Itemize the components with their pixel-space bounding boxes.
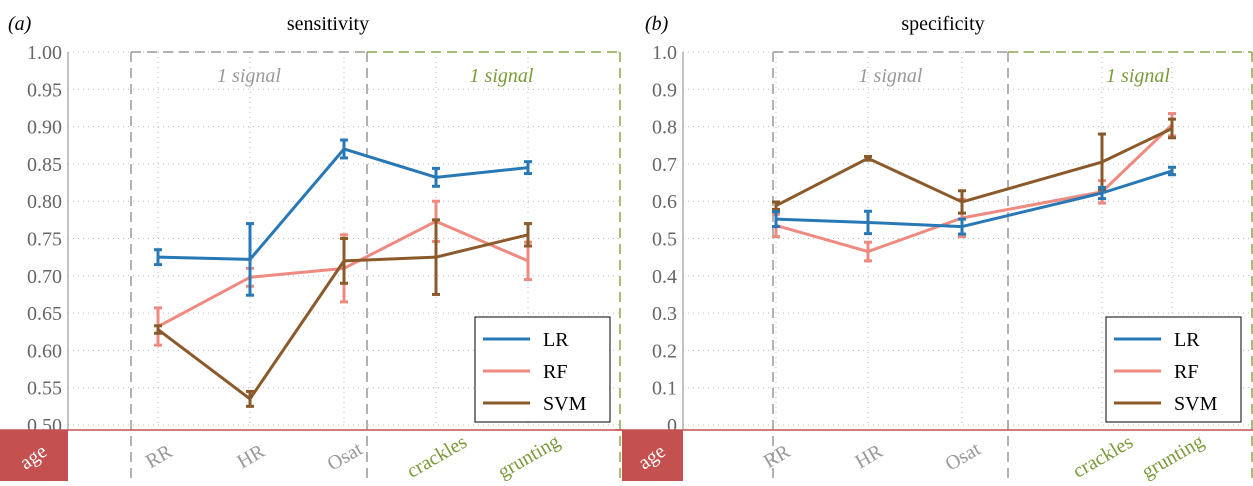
x-tick-label: crackles [403, 431, 471, 481]
data-point [248, 397, 252, 401]
y-tick-label: 0.90 [27, 117, 62, 139]
x-tick-label: Osat [324, 438, 367, 476]
data-point [866, 220, 870, 224]
y-tick-label: 1.0 [652, 42, 677, 64]
x-tick-label: crackles [1069, 431, 1137, 481]
y-tick-label: 0.95 [27, 79, 62, 101]
y-tick-label: 0.5 [652, 229, 677, 251]
y-tick-label: 1.00 [27, 42, 62, 64]
y-tick-label: 0.2 [652, 340, 677, 362]
data-point [866, 250, 870, 254]
series-SVM [772, 117, 1176, 215]
legend-label-SVM: SVM [1174, 393, 1218, 415]
y-tick-label: 0.80 [27, 191, 62, 213]
data-point [526, 166, 530, 170]
data-point [156, 255, 160, 259]
y-tick-label: 0.1 [652, 378, 677, 400]
data-point [960, 200, 964, 204]
y-tick-label: 0.60 [27, 340, 62, 362]
y-tick-label: 0 [667, 415, 677, 437]
x-tick-label: HR [851, 440, 887, 473]
chart-title: specificity [901, 13, 984, 35]
x-tick-label: HR [233, 440, 269, 473]
y-tick-label: 0.6 [652, 191, 677, 213]
legend: LR RF SVM [474, 316, 611, 423]
age-block [0, 430, 68, 481]
data-point [774, 204, 778, 208]
group-label: 1 signal [470, 65, 534, 87]
y-tick-label: 0.7 [652, 154, 677, 176]
group-label: 1 signal [1106, 65, 1170, 87]
group-label: 1 signal [217, 65, 281, 87]
data-point [434, 175, 438, 179]
y-tick-label: 0.85 [27, 154, 62, 176]
data-point [526, 233, 530, 237]
y-tick-label: 0.70 [27, 266, 62, 288]
data-point [156, 328, 160, 332]
y-tick-label: 0.9 [652, 79, 677, 101]
data-point [1170, 126, 1174, 130]
y-tick-label: 0.3 [652, 303, 677, 325]
x-tick-label: Osat [942, 438, 985, 476]
series-LR [772, 165, 1176, 236]
data-point [434, 255, 438, 259]
y-tick-label: 0.55 [27, 378, 62, 400]
y-tick-label: 0.65 [27, 303, 62, 325]
y-tick-label: 0.4 [652, 266, 677, 288]
data-point [960, 225, 964, 229]
y-tick-label: 0.75 [27, 229, 62, 251]
data-point [1170, 169, 1174, 173]
x-tick-label: RR [142, 440, 177, 473]
x-tick-label: RR [760, 440, 795, 473]
legend-label-RF: RF [1174, 361, 1198, 383]
data-point [774, 217, 778, 221]
group-label: 1 signal [859, 65, 923, 87]
panel-label: (a) [8, 13, 32, 35]
legend: LR RF SVM [1105, 316, 1242, 423]
panel-specificity: (b) specificity 0 0.1 0.2 0.3 0.4 0.5 0.6 0.7 0.8 0… [615, 13, 1253, 483]
y-tick-label: 0.8 [652, 117, 677, 139]
data-point [526, 259, 530, 263]
x-tick-label: grunting [494, 430, 564, 481]
age-block [622, 430, 683, 481]
legend-label-SVM: SVM [543, 393, 587, 415]
panel-sensitivity: (a) sensitivity0.500.550.600.650.700.750.… [0, 13, 622, 483]
chart-title: sensitivity [287, 13, 369, 35]
legend-label-LR: LR [543, 329, 569, 351]
data-point [1100, 191, 1104, 195]
series-SVM [154, 218, 532, 408]
legend-label-RF: RF [543, 361, 567, 383]
panel-label: (b) [645, 13, 669, 35]
series-line-SVM [775, 127, 1173, 208]
legend-label-LR: LR [1174, 329, 1200, 351]
series-LR [154, 138, 532, 297]
data-point [342, 147, 346, 151]
data-point [1100, 160, 1104, 164]
data-point [342, 259, 346, 263]
data-point [248, 257, 252, 261]
data-point [866, 156, 870, 160]
x-tick-label: grunting [1138, 430, 1208, 481]
